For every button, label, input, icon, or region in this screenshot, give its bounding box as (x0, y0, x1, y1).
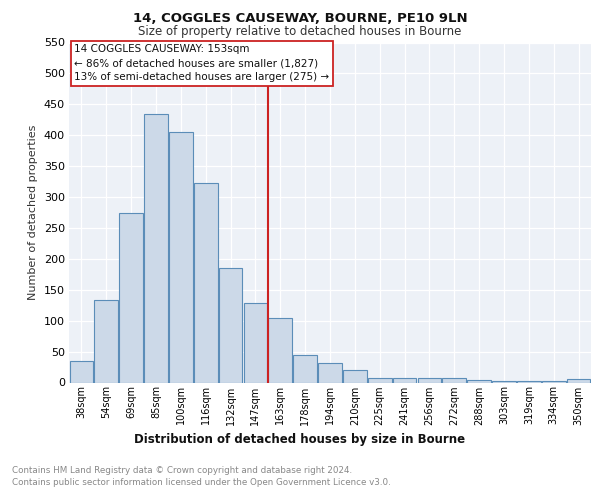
Bar (169, 132, 193, 382)
Bar (368, 378, 392, 382)
Bar (293, 354, 317, 382)
Bar (442, 378, 466, 382)
Bar (517, 380, 541, 382)
Bar (244, 304, 267, 382)
Bar (94, 300, 118, 382)
Text: Contains public sector information licensed under the Open Government Licence v3: Contains public sector information licen… (12, 478, 391, 487)
Bar (567, 379, 590, 382)
Bar (119, 212, 143, 382)
Text: Contains HM Land Registry data © Crown copyright and database right 2024.: Contains HM Land Registry data © Crown c… (12, 466, 352, 475)
Bar (318, 364, 342, 382)
Bar (219, 268, 242, 382)
Bar (343, 370, 367, 382)
Bar (467, 380, 491, 382)
Bar (393, 378, 416, 382)
Text: 14 COGGLES CAUSEWAY: 153sqm
← 86% of detached houses are smaller (1,827)
13% of : 14 COGGLES CAUSEWAY: 153sqm ← 86% of det… (74, 44, 329, 82)
Bar (492, 380, 516, 382)
Bar (144, 114, 168, 382)
Text: Distribution of detached houses by size in Bourne: Distribution of detached houses by size … (134, 432, 466, 446)
Bar (194, 183, 218, 382)
Text: 14, COGGLES CAUSEWAY, BOURNE, PE10 9LN: 14, COGGLES CAUSEWAY, BOURNE, PE10 9LN (133, 12, 467, 26)
Bar (70, 361, 93, 382)
Y-axis label: Number of detached properties: Number of detached properties (28, 125, 38, 300)
Bar (268, 318, 292, 382)
Text: Size of property relative to detached houses in Bourne: Size of property relative to detached ho… (139, 25, 461, 38)
Bar (418, 378, 441, 382)
